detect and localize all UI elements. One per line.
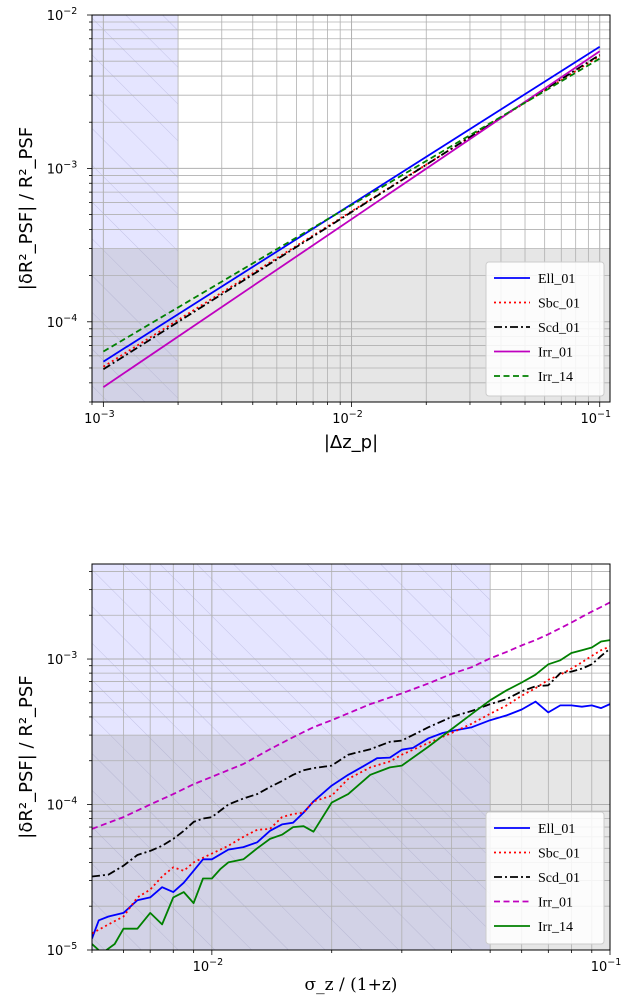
legend-label: Irr_01 (538, 346, 573, 361)
legend: Ell_01 Sbc_01 Scd_01 Irr_01 Irr_14 (485, 261, 605, 397)
x-tick-exponent: −3 (101, 409, 115, 420)
y-tick-exponent: −3 (63, 159, 77, 170)
y-tick-exponent: −4 (63, 796, 77, 807)
series-line-irr-01 (92, 601, 610, 830)
x-tick-exponent: −1 (597, 409, 611, 420)
x-tick-mantissa: 10 (332, 412, 349, 427)
y-tick-label: 10−3 (47, 650, 78, 668)
x-tick-label: 10−2 (193, 957, 224, 975)
y-tick-mantissa: 10 (47, 9, 64, 24)
bottom-chart: 10−2 10−110−510−410−3σ_z / (1+z)|δR²_PSF|… (16, 563, 622, 995)
legend-label: Ell_01 (538, 822, 575, 837)
y-tick-exponent: −3 (63, 650, 77, 661)
y-tick-label: 10−4 (47, 796, 78, 814)
legend-label: Scd_01 (538, 871, 580, 886)
legend-label: Ell_01 (538, 272, 575, 287)
series-line-ell-01 (92, 700, 610, 939)
x-tick-label: 10−2 (332, 409, 363, 427)
legend-box (485, 811, 605, 945)
x-tick-mantissa: 10 (580, 412, 597, 427)
series-line-scd-01 (102, 54, 601, 371)
legend-label: Scd_01 (538, 321, 580, 336)
hatch-overlay (92, 564, 491, 950)
y-tick-exponent: −2 (63, 6, 77, 17)
y-axis-label: |δR²_PSF| / R²_PSF (16, 127, 37, 290)
x-tick-mantissa: 10 (193, 960, 210, 975)
x-tick-label: 10−1 (580, 409, 611, 427)
axes-frame (91, 563, 611, 951)
y-tick-mantissa: 10 (47, 653, 64, 668)
y-axis-label: |δR²_PSF| / R²_PSF (16, 675, 37, 838)
axes-frame (91, 14, 611, 403)
y-tick-label: 10−3 (47, 159, 78, 177)
x-axis-label: |Δz_p| (324, 432, 378, 453)
legend: Ell_01 Sbc_01 Scd_01 Irr_01 Irr_14 (485, 811, 605, 945)
x-tick-exponent: −2 (349, 409, 363, 420)
series-line-scd-01 (92, 647, 610, 878)
top-chart: 10−3 10−2 10−110−410−310−2|Δz_p||δR²_PSF| … (16, 6, 611, 453)
y-tick-exponent: −4 (63, 313, 77, 324)
x-tick-exponent: −2 (209, 957, 223, 968)
x-tick-exponent: −1 (607, 957, 621, 968)
y-tick-mantissa: 10 (47, 799, 64, 814)
y-tick-label: 10−2 (47, 6, 78, 24)
legend-label: Sbc_01 (538, 297, 580, 312)
legend-label: Irr_14 (538, 920, 573, 935)
legend-label: Irr_01 (538, 896, 573, 911)
y-tick-label: 10−4 (47, 313, 78, 331)
ticks (87, 571, 611, 955)
x-tick-mantissa: 10 (84, 412, 101, 427)
legend-box (485, 261, 605, 397)
x-tick-mantissa: 10 (591, 960, 608, 975)
series-line-irr-14 (102, 57, 601, 353)
ticks (87, 14, 601, 407)
y-tick-exponent: −5 (63, 941, 77, 952)
series-line-irr-14 (92, 639, 610, 950)
legend-label: Irr_14 (538, 370, 573, 385)
y-tick-mantissa: 10 (47, 944, 64, 959)
y-tick-mantissa: 10 (47, 162, 64, 177)
legend-label: Sbc_01 (538, 847, 580, 862)
y-tick-label: 10−5 (47, 941, 78, 959)
y-tick-mantissa: 10 (47, 316, 64, 331)
hatch-overlay (92, 15, 179, 402)
x-axis-label: σ_z / (1+z) (305, 975, 398, 995)
x-tick-label: 10−1 (591, 957, 622, 975)
x-tick-label: 10−3 (84, 409, 115, 427)
